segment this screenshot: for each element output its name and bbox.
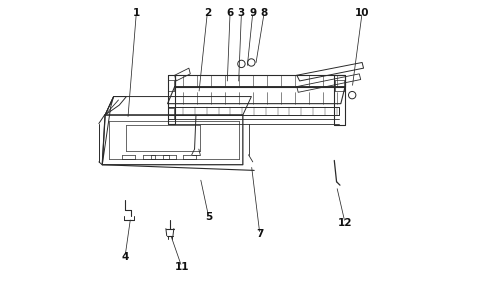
Text: 11: 11 <box>175 262 189 272</box>
Circle shape <box>248 59 255 66</box>
Text: 6: 6 <box>227 8 234 18</box>
Text: 8: 8 <box>261 8 268 18</box>
Text: 5: 5 <box>205 212 212 222</box>
Text: 9: 9 <box>249 8 256 18</box>
Text: 12: 12 <box>338 218 352 228</box>
Text: 3: 3 <box>238 8 245 18</box>
Text: 1: 1 <box>132 8 140 18</box>
Text: 10: 10 <box>355 8 370 18</box>
Circle shape <box>238 60 245 68</box>
Text: 4: 4 <box>121 252 129 262</box>
Text: 7: 7 <box>256 229 264 239</box>
Circle shape <box>348 91 356 99</box>
Text: 2: 2 <box>204 8 211 18</box>
